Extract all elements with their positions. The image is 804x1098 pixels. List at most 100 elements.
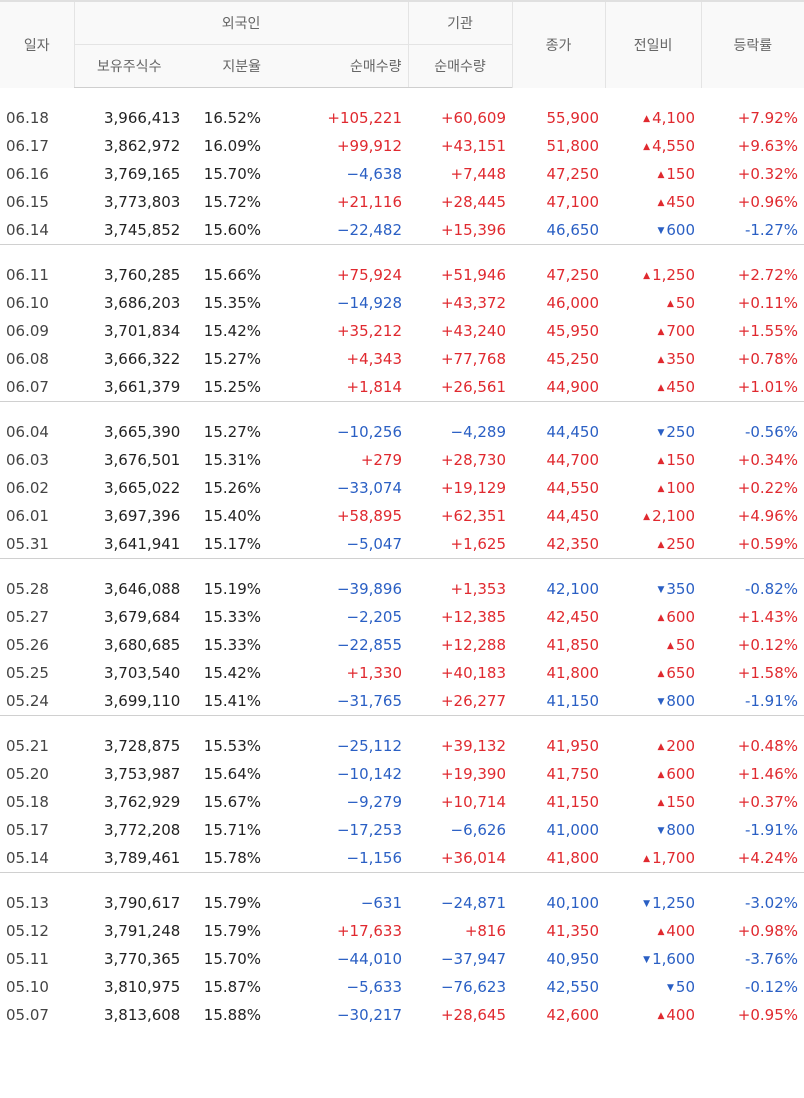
row-change: ▲ 100 [605, 474, 701, 502]
row-change-value: 400 [666, 922, 696, 940]
row-holdings: 3,676,501 [104, 451, 181, 469]
table-row: 06.17 3,862,972 16.09% +99,912 +43,151 51,800… [0, 132, 804, 160]
row-change: ▲ 4,100 [605, 104, 701, 132]
row-rate: +1.46% [737, 765, 799, 783]
row-holdings: 3,770,365 [104, 950, 181, 968]
row-date: 05.28 [6, 580, 49, 598]
table-row: 06.18 3,966,413 16.52% +105,221 +60,609 55,90… [0, 104, 804, 132]
row-share: 15.42% [203, 322, 261, 340]
row-close: 42,550 [546, 978, 600, 996]
row-date: 06.04 [6, 423, 49, 441]
row-foreign-net: −33,074 [336, 479, 403, 497]
row-foreign-net: −14,928 [336, 294, 403, 312]
triangle-up-icon: ▲ [657, 484, 665, 494]
row-share: 15.79% [203, 922, 261, 940]
table-row: 05.11 3,770,365 15.70% −44,010 −37,947 40,950… [0, 945, 804, 973]
row-rate: +4.96% [737, 507, 799, 525]
row-change: ▲ 600 [605, 760, 701, 788]
table-body: 06.18 3,966,413 16.52% +105,221 +60,609 55,90… [0, 88, 804, 1030]
table-row: 05.31 3,641,941 15.17% −5,047 +1,625 42,350 ▲ 2… [0, 530, 804, 559]
row-foreign-net: +105,221 [327, 109, 403, 127]
row-change-value: 1,250 [652, 894, 696, 912]
row-change-value: 600 [666, 608, 696, 626]
row-date: 06.17 [6, 137, 49, 155]
row-rate: +0.95% [737, 1006, 799, 1024]
row-share: 15.70% [203, 165, 261, 183]
row-foreign-net: +21,116 [336, 193, 403, 211]
row-rate: -3.76% [744, 950, 799, 968]
row-close: 44,450 [546, 423, 600, 441]
row-holdings: 3,665,022 [104, 479, 181, 497]
table-row: 05.28 3,646,088 15.19% −39,896 +1,353 42,100 ▼… [0, 575, 804, 603]
row-rate: +0.34% [737, 451, 799, 469]
row-foreign-net: −9,279 [346, 793, 403, 811]
table-row: 06.09 3,701,834 15.42% +35,212 +43,240 45,950… [0, 317, 804, 345]
table-row: 06.08 3,666,322 15.27% +4,343 +77,768 45,250 ▲… [0, 345, 804, 373]
row-share: 15.33% [203, 636, 261, 654]
row-inst-net: +60,609 [440, 109, 507, 127]
row-foreign-net: −30,217 [336, 1006, 403, 1024]
table-row: 05.25 3,703,540 15.42% +1,330 +40,183 41,800 ▲… [0, 659, 804, 687]
row-share: 15.25% [203, 378, 261, 396]
row-date: 05.24 [6, 692, 49, 710]
row-date: 05.12 [6, 922, 49, 940]
row-inst-net: −6,626 [450, 821, 507, 839]
row-change-value: 4,100 [652, 109, 696, 127]
row-close: 47,250 [546, 266, 600, 284]
row-holdings: 3,665,390 [104, 423, 181, 441]
row-inst-net: +12,288 [440, 636, 507, 654]
row-inst-net: +7,448 [450, 165, 507, 183]
row-change: ▲ 50 [605, 631, 701, 659]
row-share: 15.60% [203, 221, 261, 239]
row-date: 06.15 [6, 193, 49, 211]
row-change: ▲ 600 [605, 603, 701, 631]
row-close: 44,450 [546, 507, 600, 525]
triangle-down-icon: ▼ [657, 428, 665, 438]
row-foreign-net: −10,142 [336, 765, 403, 783]
triangle-up-icon: ▲ [667, 641, 674, 651]
group-spacer [0, 244, 804, 261]
group-spacer [0, 558, 804, 575]
col-group-institution: 기관 [407, 1, 513, 45]
row-foreign-net: +58,895 [336, 507, 403, 525]
row-holdings: 3,646,088 [104, 580, 181, 598]
row-rate: +7.92% [737, 109, 799, 127]
row-inst-net: +43,372 [440, 294, 507, 312]
row-foreign-net: +279 [360, 451, 403, 469]
row-date: 06.01 [6, 507, 49, 525]
row-change-value: 50 [675, 978, 696, 996]
row-date: 05.18 [6, 793, 49, 811]
row-change-value: 450 [666, 378, 696, 396]
row-inst-net: +15,396 [440, 221, 507, 239]
row-holdings: 3,661,379 [104, 378, 181, 396]
table-row: 06.11 3,760,285 15.66% +75,924 +51,946 47,250… [0, 261, 804, 289]
triangle-up-icon: ▲ [657, 170, 665, 180]
row-holdings: 3,813,608 [104, 1006, 181, 1024]
row-change: ▼ 800 [605, 816, 701, 844]
row-inst-net: +19,129 [440, 479, 507, 497]
row-share: 15.27% [203, 350, 261, 368]
triangle-down-icon: ▼ [657, 826, 665, 836]
table-row: 05.21 3,728,875 15.53% −25,112 +39,132 41,950… [0, 732, 804, 760]
table-row: 05.20 3,753,987 15.64% −10,142 +19,390 41,750… [0, 760, 804, 788]
row-rate: +1.43% [737, 608, 799, 626]
row-change: ▼ 1,600 [605, 945, 701, 973]
row-change: ▲ 700 [605, 317, 701, 345]
row-share: 15.27% [203, 423, 261, 441]
row-holdings: 3,679,684 [104, 608, 181, 626]
triangle-up-icon: ▲ [657, 456, 665, 466]
row-share: 16.09% [203, 137, 261, 155]
row-change: ▲ 400 [605, 1001, 701, 1029]
row-date: 06.14 [6, 221, 49, 239]
row-foreign-net: −631 [360, 894, 403, 912]
row-change: ▲ 2,100 [605, 502, 701, 530]
row-foreign-net: −22,482 [336, 221, 403, 239]
row-change-value: 150 [666, 165, 696, 183]
table-row: 06.07 3,661,379 15.25% +1,814 +26,561 44,900 ▲… [0, 373, 804, 402]
row-close: 41,800 [546, 664, 600, 682]
row-change-value: 400 [666, 1006, 696, 1024]
row-change-value: 800 [666, 692, 696, 710]
row-rate: +0.32% [737, 165, 799, 183]
row-holdings: 3,790,617 [104, 894, 181, 912]
row-rate: +1.55% [737, 322, 799, 340]
